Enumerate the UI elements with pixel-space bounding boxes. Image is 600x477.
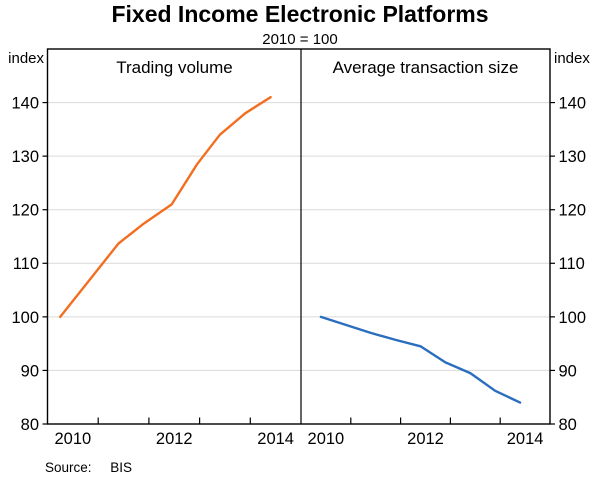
y-axis-label-left: 90 <box>21 362 39 380</box>
y-axis-label-left: 130 <box>11 148 39 166</box>
y-axis-label-left: 80 <box>21 416 39 434</box>
source-note: Source: BIS <box>45 460 132 475</box>
chart-title: Fixed Income Electronic Platforms <box>111 1 489 27</box>
y-axis-label-right: 100 <box>559 309 587 327</box>
y-axis-label-right: 120 <box>559 202 587 220</box>
x-axis-label: 2012 <box>156 430 193 448</box>
y-axis-label-right: 130 <box>559 148 587 166</box>
panel-title-trading-volume: Trading volume <box>116 58 233 77</box>
trading-volume-line <box>59 95 272 319</box>
source-value: BIS <box>110 460 133 475</box>
y-axis-unit-label-right: index <box>554 50 590 67</box>
y-axis-label-right: 90 <box>559 362 577 380</box>
average-transaction-size-line <box>319 315 522 404</box>
plot-border <box>46 48 551 425</box>
y-axis-label-right: 110 <box>559 255 585 273</box>
x-axis-label: 2014 <box>507 430 544 448</box>
chart-subtitle: 2010 = 100 <box>262 31 338 48</box>
y-axis-label-right: 140 <box>559 95 587 113</box>
x-axis-label: 2014 <box>257 430 294 448</box>
y-axis-unit-label-left: index <box>8 50 44 67</box>
x-axis-label: 2010 <box>54 430 91 448</box>
y-axis-label-left: 140 <box>11 95 39 113</box>
y-axis-label-left: 110 <box>13 255 39 273</box>
x-axis-label: 2012 <box>407 430 444 448</box>
panel-title-average-transaction-size: Average transaction size <box>332 58 519 77</box>
x-axis-label: 2010 <box>308 430 345 448</box>
source-label: Source: <box>45 460 92 475</box>
y-axis-label-left: 100 <box>11 309 39 327</box>
y-axis-label-left: 120 <box>11 202 39 220</box>
y-axis-label-right: 80 <box>559 416 577 434</box>
